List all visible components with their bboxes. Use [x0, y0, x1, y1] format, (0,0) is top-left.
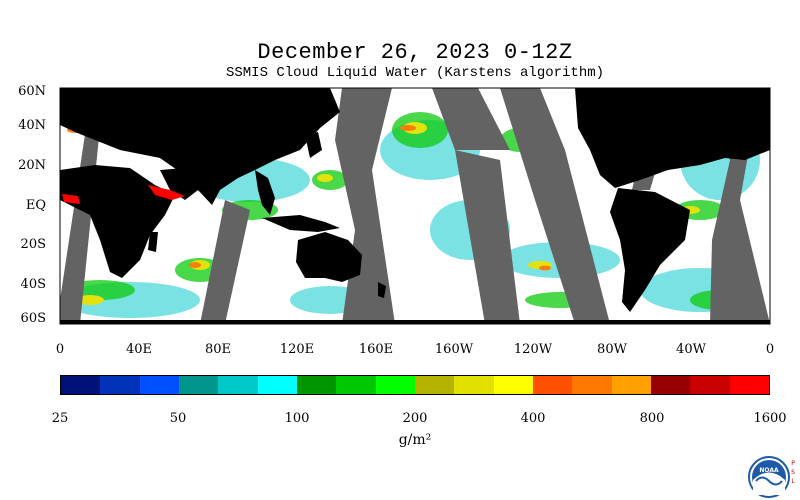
colorbar-segment: [218, 376, 258, 394]
colorbar-segment: [375, 376, 415, 394]
colorbar-segment: [493, 376, 533, 394]
colorbar-segment: [650, 376, 691, 394]
scale-tick-800: 800: [639, 411, 665, 426]
colorbar-segment: [532, 376, 573, 394]
lon-label-40e: 40E: [125, 342, 153, 357]
europe-west: [748, 100, 770, 150]
scale-tick-50: 50: [169, 411, 187, 426]
lat-label-20n: 20N: [18, 158, 46, 173]
map-title: December 26, 2023 0-12Z: [257, 40, 573, 65]
south-america: [610, 188, 690, 312]
scale-tick-200: 200: [402, 411, 428, 426]
psl-side-s: S: [791, 469, 795, 476]
colorbar-segment: [100, 376, 140, 394]
africa: [60, 165, 175, 278]
colorbar-segment: [414, 376, 455, 394]
lon-label-80w: 80W: [597, 342, 627, 357]
lon-label-80e: 80E: [204, 342, 232, 357]
colorbar-segment: [690, 376, 730, 394]
scale-tick-25: 25: [51, 411, 69, 426]
lon-label-160e: 160E: [358, 342, 394, 357]
lon-label-160w: 160W: [434, 342, 474, 357]
noaa-logo-text: NOAA: [759, 467, 779, 474]
map-frame: [59, 87, 771, 325]
colorbar: [60, 375, 770, 395]
lat-label-eq: EQ: [25, 198, 46, 213]
lon-label-0-east: 0: [765, 342, 775, 357]
lon-label-40w: 40W: [676, 342, 706, 357]
colorbar-units: g/m²: [398, 432, 432, 448]
colorbar-segment: [729, 376, 769, 394]
antarctica-edge: [60, 320, 770, 324]
colorbar-segment: [139, 376, 179, 394]
southeast-asia: [255, 170, 275, 215]
colorbar-segment: [454, 376, 494, 394]
psl-side-p: P: [791, 460, 795, 467]
lon-label-0: 0: [55, 342, 65, 357]
colorbar-segment: [178, 376, 219, 394]
greenland: [690, 88, 760, 115]
lat-label-20s: 20S: [20, 237, 46, 252]
lat-label-60n: 60N: [18, 84, 46, 99]
colorbar-segment: [257, 376, 297, 394]
arabia-india: [160, 168, 220, 205]
scale-tick-400: 400: [520, 411, 546, 426]
psl-side-l: L: [791, 478, 795, 485]
colorbar-segment: [296, 376, 337, 394]
colorbar-segment: [611, 376, 651, 394]
lat-label-40n: 40N: [18, 118, 46, 133]
map-subtitle: SSMIS Cloud Liquid Water (Karstens algor…: [225, 65, 605, 81]
japan: [305, 132, 322, 158]
lon-label-120w: 120W: [513, 342, 553, 357]
scale-tick-1600: 1600: [753, 411, 787, 426]
lat-label-60s: 60S: [20, 311, 46, 326]
eurasia: [60, 88, 340, 190]
rain-flag-areas: [62, 185, 185, 204]
lon-label-120e: 120E: [279, 342, 315, 357]
colorbar-segment: [336, 376, 376, 394]
colorbar-segment: [61, 376, 101, 394]
indonesia: [262, 215, 340, 232]
australia: [296, 232, 362, 282]
new-zealand: [378, 282, 386, 298]
land-masses: [60, 88, 770, 324]
lat-label-40s: 40S: [20, 277, 46, 292]
madagascar: [148, 232, 158, 252]
scale-tick-100: 100: [284, 411, 310, 426]
colorbar-segment: [572, 376, 612, 394]
